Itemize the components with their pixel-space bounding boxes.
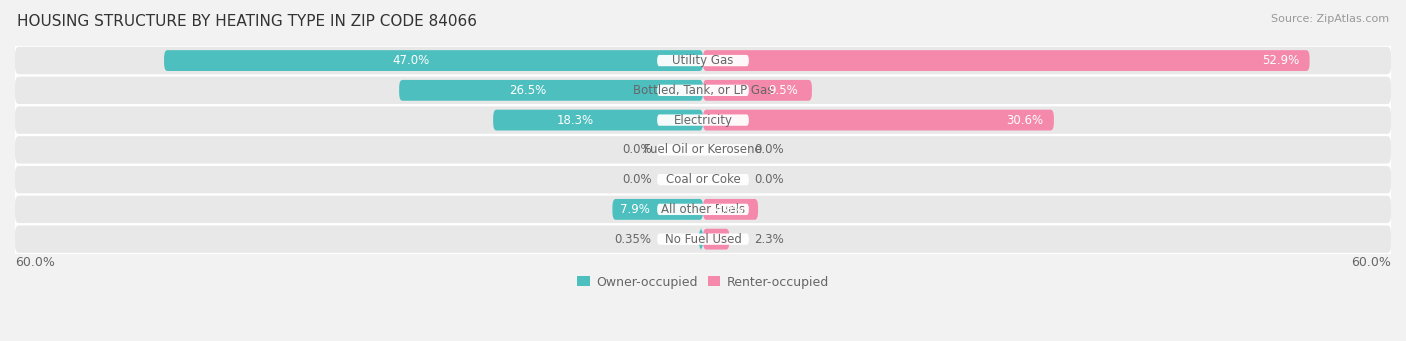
Text: No Fuel Used: No Fuel Used [665, 233, 741, 246]
Text: Source: ZipAtlas.com: Source: ZipAtlas.com [1271, 14, 1389, 24]
Text: Utility Gas: Utility Gas [672, 54, 734, 67]
FancyBboxPatch shape [399, 80, 703, 101]
FancyBboxPatch shape [15, 136, 1391, 164]
FancyBboxPatch shape [657, 174, 749, 185]
FancyBboxPatch shape [703, 80, 811, 101]
Text: 0.35%: 0.35% [614, 233, 651, 246]
FancyBboxPatch shape [657, 55, 749, 66]
FancyBboxPatch shape [15, 166, 1391, 193]
FancyBboxPatch shape [703, 50, 1309, 71]
FancyBboxPatch shape [657, 204, 749, 215]
Text: Electricity: Electricity [673, 114, 733, 127]
Text: 4.8%: 4.8% [714, 203, 744, 216]
FancyBboxPatch shape [15, 46, 1391, 254]
Legend: Owner-occupied, Renter-occupied: Owner-occupied, Renter-occupied [572, 271, 834, 294]
Text: 30.6%: 30.6% [1007, 114, 1043, 127]
Text: 26.5%: 26.5% [509, 84, 547, 97]
Text: 60.0%: 60.0% [1351, 255, 1391, 268]
Text: All other Fuels: All other Fuels [661, 203, 745, 216]
Text: 0.0%: 0.0% [621, 173, 651, 186]
FancyBboxPatch shape [613, 199, 703, 220]
FancyBboxPatch shape [15, 225, 1391, 253]
FancyBboxPatch shape [703, 110, 1054, 131]
FancyBboxPatch shape [15, 106, 1391, 134]
Text: 52.9%: 52.9% [1263, 54, 1299, 67]
FancyBboxPatch shape [15, 196, 1391, 223]
Text: 0.0%: 0.0% [755, 173, 785, 186]
Text: Bottled, Tank, or LP Gas: Bottled, Tank, or LP Gas [633, 84, 773, 97]
Text: 9.5%: 9.5% [769, 84, 799, 97]
FancyBboxPatch shape [15, 47, 1391, 74]
FancyBboxPatch shape [165, 50, 703, 71]
Text: 7.9%: 7.9% [620, 203, 650, 216]
FancyBboxPatch shape [699, 229, 703, 250]
FancyBboxPatch shape [657, 144, 749, 155]
Text: 18.3%: 18.3% [557, 114, 593, 127]
FancyBboxPatch shape [657, 115, 749, 126]
Text: 0.0%: 0.0% [755, 143, 785, 157]
Text: 2.3%: 2.3% [755, 233, 785, 246]
FancyBboxPatch shape [657, 234, 749, 245]
FancyBboxPatch shape [703, 229, 730, 250]
Text: Coal or Coke: Coal or Coke [665, 173, 741, 186]
Text: 0.0%: 0.0% [621, 143, 651, 157]
FancyBboxPatch shape [657, 85, 749, 96]
Text: 47.0%: 47.0% [392, 54, 429, 67]
FancyBboxPatch shape [494, 110, 703, 131]
FancyBboxPatch shape [15, 77, 1391, 104]
Text: 60.0%: 60.0% [15, 255, 55, 268]
Text: Fuel Oil or Kerosene: Fuel Oil or Kerosene [644, 143, 762, 157]
Text: HOUSING STRUCTURE BY HEATING TYPE IN ZIP CODE 84066: HOUSING STRUCTURE BY HEATING TYPE IN ZIP… [17, 14, 477, 29]
FancyBboxPatch shape [703, 199, 758, 220]
